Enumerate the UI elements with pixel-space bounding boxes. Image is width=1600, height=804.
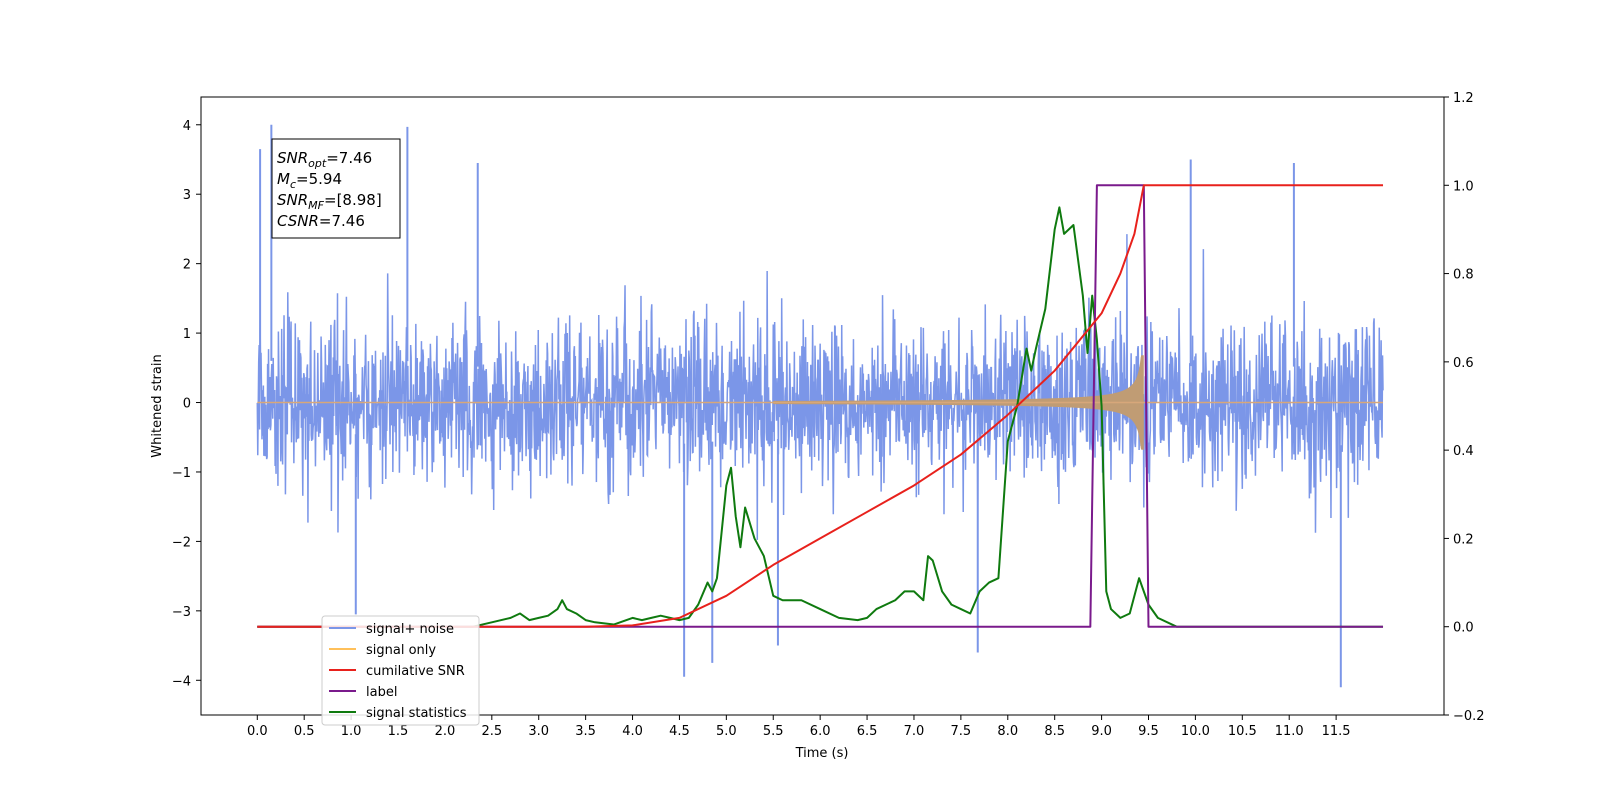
- x-tick-label: 11.5: [1322, 724, 1351, 739]
- annotation-symbol: CSNR: [277, 212, 319, 230]
- x-tick-label: 4.0: [622, 724, 643, 739]
- series-cumulative-snr-line: [257, 184, 1384, 628]
- annotation-value: =7.46: [326, 149, 372, 167]
- x-tick-label: 5.5: [763, 724, 784, 739]
- y-tick-label: 1: [183, 327, 191, 342]
- y-tick-label: 4: [183, 119, 191, 134]
- series-label-line: [257, 184, 1384, 628]
- x-tick-label: 0.0: [247, 724, 268, 739]
- annotation-value: =5.94: [296, 170, 342, 188]
- x-tick-label: 6.0: [810, 724, 831, 739]
- x-tick-label: 0.5: [294, 724, 315, 739]
- x-tick-label: 7.0: [904, 724, 925, 739]
- annotation-subscript: opt: [308, 157, 327, 170]
- x-tick-label: 1.0: [341, 724, 362, 739]
- y-tick-label: −3: [172, 605, 191, 620]
- annotation-value: =[8.98]: [324, 191, 382, 209]
- x-tick-label: 5.0: [716, 724, 737, 739]
- y-right-tick-label: −0.2: [1453, 709, 1485, 724]
- legend-frame: [321, 615, 480, 726]
- y-right-tick-label: 0.2: [1453, 532, 1474, 547]
- x-axis-label: Time (s): [795, 746, 849, 761]
- y-tick-label: 0: [183, 397, 191, 412]
- y-right-tick-label: 1.2: [1453, 91, 1474, 106]
- y-right-tick-label: 0.4: [1453, 444, 1474, 459]
- x-tick-label: 1.5: [388, 724, 409, 739]
- annotation-line: Mc=5.94: [277, 170, 342, 191]
- legend-entry: label: [366, 685, 397, 700]
- x-tick-label: 9.0: [1091, 724, 1112, 739]
- x-tick-label: 10.0: [1181, 724, 1210, 739]
- legend: signal+ noise signal only cumilative SNR la…: [321, 615, 480, 726]
- x-tick-label: 4.5: [669, 724, 690, 739]
- series-signal-noise-spikes: [259, 124, 1342, 688]
- y-axis-right: −0.2 0.0 0.2 0.4 0.6 0.8 1.0 1.2: [1444, 91, 1485, 724]
- annotation-value: =7.46: [319, 212, 365, 230]
- annotation-line: SNRopt=7.46: [277, 149, 372, 170]
- x-tick-label: 2.5: [481, 724, 502, 739]
- y-tick-label: 3: [183, 188, 191, 203]
- x-tick-label: 10.5: [1228, 724, 1257, 739]
- y-right-tick-label: 0.8: [1453, 268, 1474, 283]
- annotation-subscript: MF: [308, 199, 324, 212]
- legend-entry: signal+ noise: [366, 622, 454, 637]
- y-right-tick-label: 0.6: [1453, 356, 1474, 371]
- annotation-symbol: SNR: [277, 149, 308, 167]
- annotation-symbol: SNR: [277, 191, 308, 209]
- annotation-frame: [271, 138, 401, 239]
- y-right-tick-label: 1.0: [1453, 179, 1474, 194]
- x-tick-label: 3.5: [575, 724, 596, 739]
- x-tick-label: 6.5: [857, 724, 878, 739]
- series-signal-noise-line: [256, 234, 1384, 540]
- x-tick-label: 8.5: [1044, 724, 1065, 739]
- y-tick-label: −2: [172, 535, 191, 550]
- x-tick-label: 7.5: [951, 724, 972, 739]
- annotation-line: CSNR=7.46: [277, 212, 365, 230]
- series-signal-only: [257, 355, 1384, 450]
- x-tick-label: 9.5: [1138, 724, 1159, 739]
- x-tick-label: 3.0: [528, 724, 549, 739]
- x-tick-label: 11.0: [1275, 724, 1304, 739]
- legend-entry: signal only: [366, 643, 436, 658]
- plot-content: [256, 124, 1384, 688]
- x-axis: 0.0 0.5 1.0 1.5 2.0 2.5 3.0 3.5 4.0 4.5 5.0 5.5 6.0 6…: [247, 715, 1351, 739]
- plot-frame: [200, 96, 1445, 716]
- annotation-subscript: c: [290, 178, 296, 191]
- y-tick-label: 2: [183, 258, 191, 273]
- y-tick-label: −1: [172, 466, 191, 481]
- annotation-symbol: M: [277, 170, 290, 188]
- y-right-tick-label: 0.0: [1453, 621, 1474, 636]
- x-tick-label: 2.0: [435, 724, 456, 739]
- annotation-line: SNRMF=[8.98]: [277, 191, 382, 212]
- legend-entry: cumilative SNR: [366, 664, 465, 679]
- series-signal-statistics-line: [257, 206, 1384, 628]
- y-axis-left: −4 −3 −2 −1 0 1 2 3 4: [172, 119, 201, 689]
- y-axis-label: Whitened strain: [150, 354, 165, 457]
- legend-entry: signal statistics: [366, 706, 467, 721]
- y-tick-label: −4: [172, 674, 191, 689]
- x-tick-label: 8.0: [997, 724, 1018, 739]
